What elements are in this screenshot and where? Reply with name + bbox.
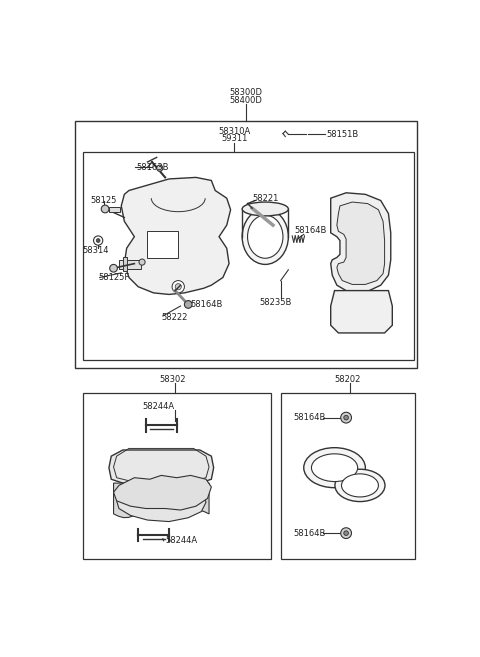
Circle shape (184, 301, 192, 308)
Text: 58400D: 58400D (229, 96, 263, 105)
Bar (281, 393, 415, 558)
Text: 58163B: 58163B (137, 163, 169, 172)
Bar (147, 231, 178, 258)
Text: 58164B: 58164B (294, 413, 326, 422)
Text: 58222: 58222 (161, 313, 188, 322)
Text: 58164B: 58164B (294, 529, 326, 537)
Text: 58151B: 58151B (327, 130, 359, 139)
Text: 58302: 58302 (160, 374, 186, 384)
Ellipse shape (312, 454, 358, 482)
Circle shape (110, 264, 118, 272)
Circle shape (344, 415, 348, 420)
Circle shape (341, 412, 351, 423)
Circle shape (156, 165, 163, 171)
Circle shape (344, 531, 348, 535)
Circle shape (139, 259, 145, 265)
Bar (123, 258, 127, 271)
Circle shape (172, 281, 184, 293)
Text: 58164B: 58164B (191, 300, 223, 309)
Ellipse shape (242, 202, 288, 216)
Text: 58202: 58202 (335, 374, 361, 384)
Polygon shape (117, 489, 206, 522)
Polygon shape (331, 193, 391, 293)
Polygon shape (337, 202, 384, 284)
Text: 58164B: 58164B (295, 226, 327, 235)
Polygon shape (121, 177, 230, 294)
Text: 58125: 58125 (90, 196, 117, 205)
Ellipse shape (248, 215, 283, 258)
Polygon shape (114, 476, 211, 510)
Polygon shape (331, 290, 392, 333)
Text: 58310A: 58310A (218, 127, 251, 136)
Text: 58244A: 58244A (142, 401, 174, 411)
Bar (75, 121, 417, 367)
Bar (83, 152, 414, 360)
Circle shape (94, 236, 103, 245)
Circle shape (101, 205, 109, 213)
Text: 58244A: 58244A (165, 536, 197, 545)
Text: 58314: 58314 (83, 246, 109, 255)
Circle shape (175, 284, 181, 290)
Polygon shape (114, 483, 209, 518)
Ellipse shape (335, 469, 385, 501)
Text: 58221: 58221 (252, 194, 278, 203)
Bar (119, 260, 141, 269)
Bar (109, 207, 120, 212)
Text: 58300D: 58300D (229, 88, 263, 97)
Bar (83, 393, 271, 558)
Circle shape (96, 238, 100, 242)
Ellipse shape (341, 474, 378, 497)
Text: 59311: 59311 (221, 135, 248, 143)
Text: 58125F: 58125F (98, 273, 130, 282)
Ellipse shape (242, 209, 288, 264)
Circle shape (341, 528, 351, 539)
Ellipse shape (304, 447, 365, 487)
Text: 58235B: 58235B (260, 298, 292, 307)
Polygon shape (109, 450, 214, 483)
